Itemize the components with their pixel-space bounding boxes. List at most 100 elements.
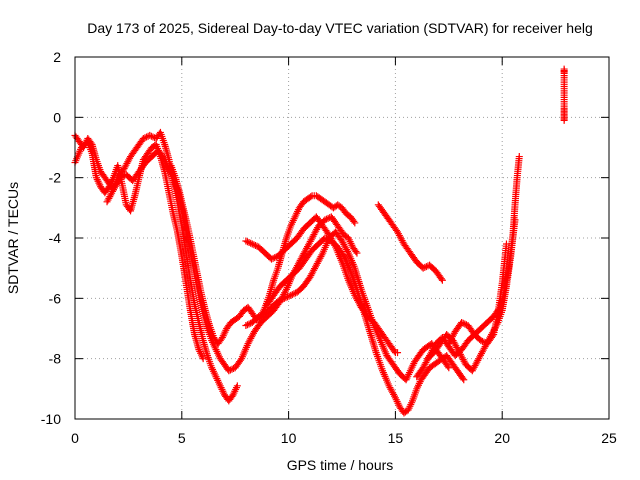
- data-point: [489, 332, 497, 340]
- data-point: [459, 319, 467, 327]
- data-point: [282, 294, 290, 302]
- data-point: [288, 291, 296, 299]
- data-point: [343, 247, 351, 255]
- y-axis-title: SDTVAR / TECUs: [5, 182, 21, 294]
- x-tick-label: 15: [388, 430, 404, 446]
- x-tick-label: 5: [178, 430, 186, 446]
- data-point: [394, 349, 402, 357]
- data-point: [274, 297, 282, 305]
- data-point: [271, 254, 279, 262]
- y-tick-label: -8: [49, 351, 62, 367]
- series-track-7: [242, 213, 402, 357]
- data-point: [287, 291, 295, 299]
- data-point: [146, 131, 154, 139]
- data-point: [242, 237, 250, 245]
- data-point: [245, 320, 253, 328]
- data-point: [256, 312, 264, 320]
- data-point: [87, 139, 95, 147]
- series-track-3: [103, 147, 361, 375]
- data-point: [419, 264, 427, 272]
- y-tick-label: -4: [49, 230, 62, 246]
- data-point: [269, 254, 277, 262]
- data-point: [458, 318, 466, 326]
- data-point: [511, 216, 519, 224]
- series-track-6: [263, 234, 468, 417]
- series-track-2: [71, 128, 241, 405]
- data-point: [437, 275, 445, 283]
- series-track-5: [242, 228, 453, 384]
- data-point: [199, 355, 207, 363]
- data-point: [321, 216, 329, 224]
- data-point: [250, 241, 258, 249]
- data-point: [351, 219, 359, 227]
- y-tick-labels: -10 -8 -6 -4 -2 0 2: [41, 49, 61, 427]
- data-point: [251, 242, 259, 250]
- data-point: [141, 134, 149, 142]
- x-axis-title: GPS time / hours: [287, 457, 394, 473]
- data-point: [323, 215, 331, 223]
- data-point: [147, 132, 155, 140]
- data-point: [117, 173, 125, 181]
- data-point: [353, 249, 361, 257]
- x-tick-labels: 0 5 10 15 20 25: [71, 430, 617, 446]
- x-tick-label: 0: [71, 430, 79, 446]
- data-point: [502, 240, 510, 248]
- series-track-12: [560, 65, 568, 124]
- data-point: [478, 337, 486, 345]
- data-point: [258, 311, 266, 319]
- data-point: [233, 382, 241, 390]
- data-point: [245, 239, 253, 247]
- y-tick-label: -2: [49, 170, 62, 186]
- data-point: [421, 263, 429, 271]
- data-point: [390, 392, 398, 400]
- data-point: [461, 320, 469, 328]
- y-tick-label: 2: [53, 49, 61, 65]
- x-tick-label: 10: [281, 430, 297, 446]
- data-point: [116, 174, 124, 182]
- y-tick-label: -6: [49, 290, 62, 306]
- data-point: [243, 321, 251, 329]
- data-point: [444, 362, 452, 370]
- data-point: [477, 337, 485, 345]
- data-point: [225, 367, 233, 375]
- y-tick-label: -10: [41, 411, 61, 427]
- data-point: [350, 217, 358, 225]
- data-point: [248, 240, 256, 248]
- data-point: [242, 321, 250, 329]
- data-point: [438, 276, 446, 284]
- x-tick-label: 20: [494, 430, 510, 446]
- series-track-11: [445, 240, 510, 348]
- chart-title: Day 173 of 2025, Sidereal Day-to-day VTE…: [87, 20, 593, 36]
- data-point: [459, 374, 467, 382]
- data-point: [255, 312, 263, 320]
- data-point: [460, 376, 468, 384]
- data-point: [276, 297, 284, 305]
- data-point: [285, 292, 293, 300]
- data-point: [390, 347, 398, 355]
- axis-ticks: [74, 56, 610, 420]
- data-point: [331, 241, 339, 249]
- data-point: [247, 239, 255, 247]
- data-point: [515, 153, 523, 161]
- data-point: [139, 134, 147, 142]
- data-point: [280, 294, 288, 302]
- data-point: [226, 366, 234, 374]
- series-track-10: [423, 216, 519, 375]
- data-point: [284, 293, 292, 301]
- data-point: [279, 295, 287, 303]
- data-point: [352, 248, 360, 256]
- series-track-8: [374, 201, 446, 284]
- data-point: [560, 116, 568, 124]
- data-point: [307, 193, 315, 201]
- data-point: [143, 133, 151, 141]
- y-tick-label: 0: [53, 109, 61, 125]
- data-point: [321, 234, 329, 242]
- data-point: [290, 290, 298, 298]
- data-point: [243, 238, 251, 246]
- plot-points: [71, 65, 568, 417]
- x-tick-label: 25: [601, 430, 617, 446]
- data-point: [268, 255, 276, 263]
- data-point: [282, 287, 290, 295]
- data-point: [318, 251, 326, 259]
